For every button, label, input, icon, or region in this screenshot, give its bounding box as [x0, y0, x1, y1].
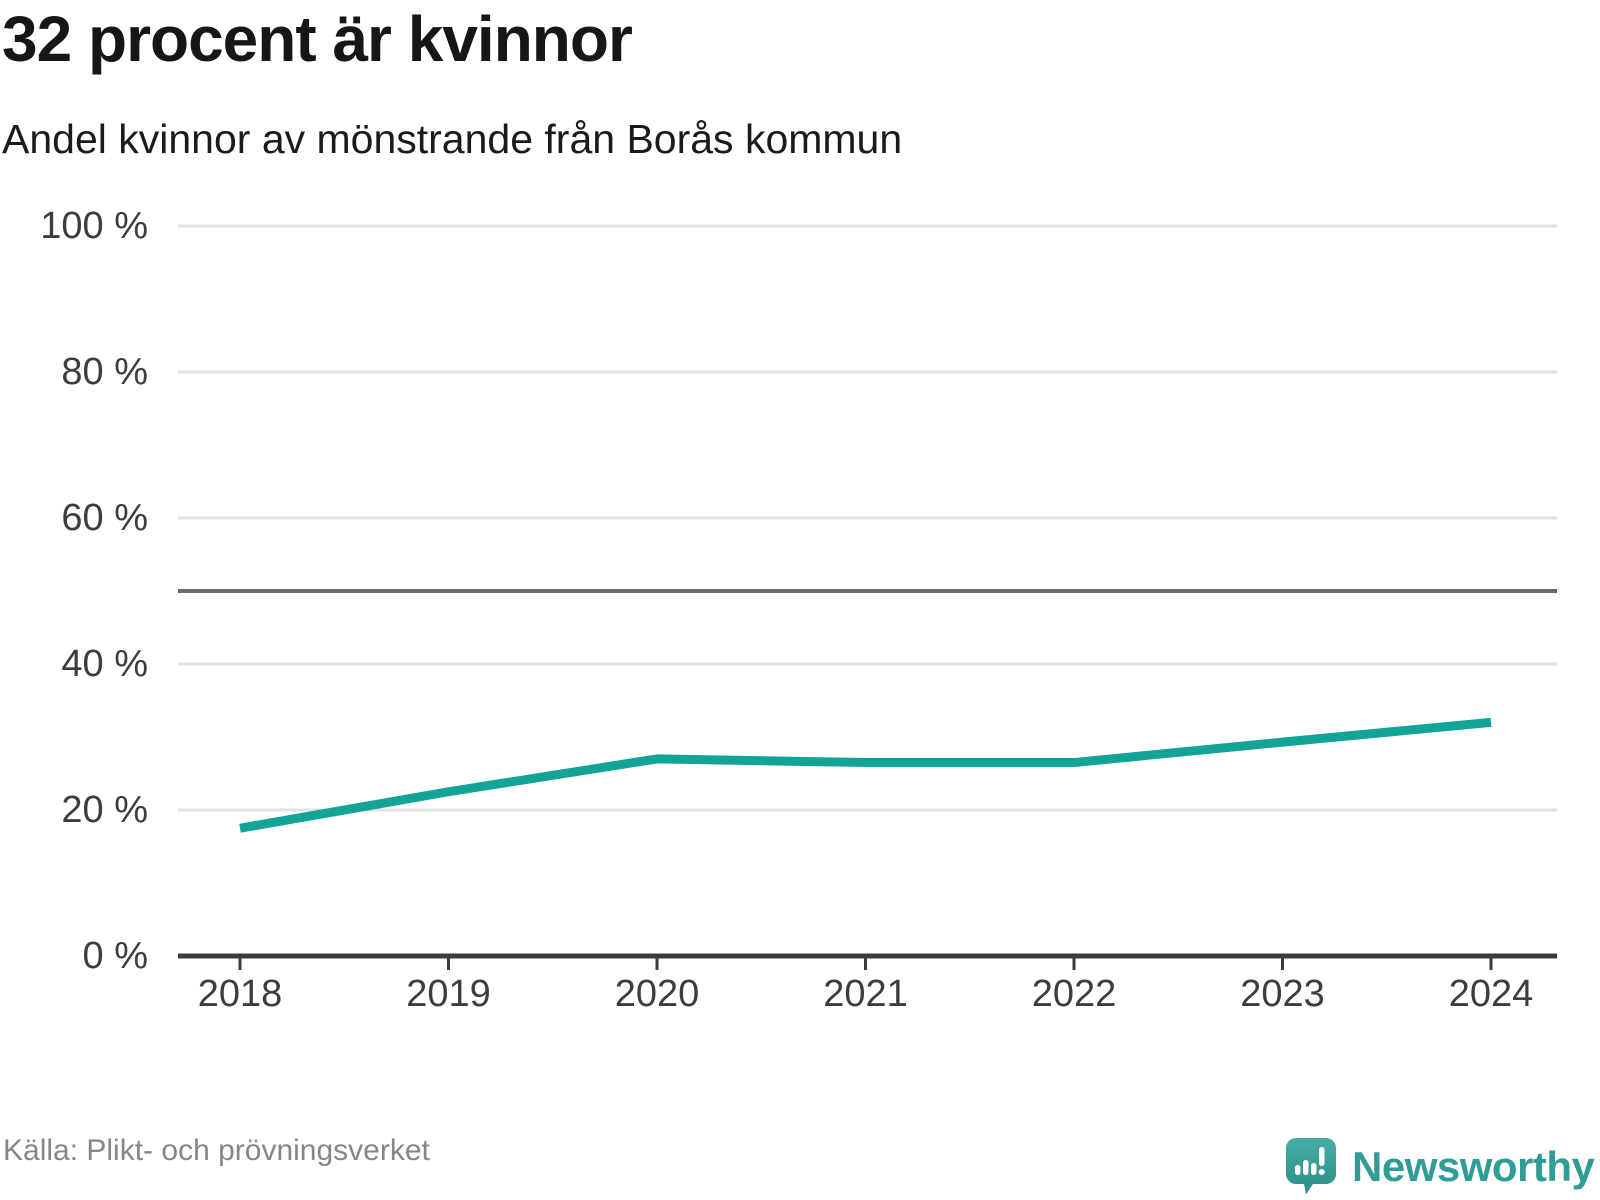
- y-tick-label-60: 60 %: [61, 497, 148, 539]
- x-tick-label-2020: 2020: [614, 973, 700, 1015]
- newsworthy-logo: Newsworthy: [1286, 1138, 1595, 1195]
- x-tick-label-2024: 2024: [1448, 973, 1534, 1015]
- newsworthy-logo-text: Newsworthy: [1352, 1142, 1595, 1190]
- x-tick-label-2019: 2019: [406, 973, 491, 1015]
- page-title: 32 procent är kvinnor: [2, 3, 633, 75]
- y-tick-label-80: 80 %: [61, 351, 148, 393]
- y-tick-label-100: 100 %: [40, 205, 148, 247]
- x-tick-label-2021: 2021: [823, 973, 908, 1015]
- y-tick-label-0: 0 %: [82, 935, 148, 977]
- page-subtitle: Andel kvinnor av mönstrande från Borås k…: [2, 116, 903, 162]
- source-note: Källa: Plikt- och prövningsverket: [3, 1134, 430, 1167]
- x-tick-label-2023: 2023: [1240, 973, 1325, 1015]
- x-tick-label-2018: 2018: [197, 973, 283, 1015]
- x-tick-label-2022: 2022: [1031, 973, 1117, 1015]
- newsworthy-speech-bubble-chart-icon: [1286, 1138, 1336, 1195]
- y-tick-label-20: 20 %: [61, 789, 148, 831]
- data-line-andel-kvinnor: [239, 717, 1492, 833]
- y-tick-label-40: 40 %: [61, 643, 148, 685]
